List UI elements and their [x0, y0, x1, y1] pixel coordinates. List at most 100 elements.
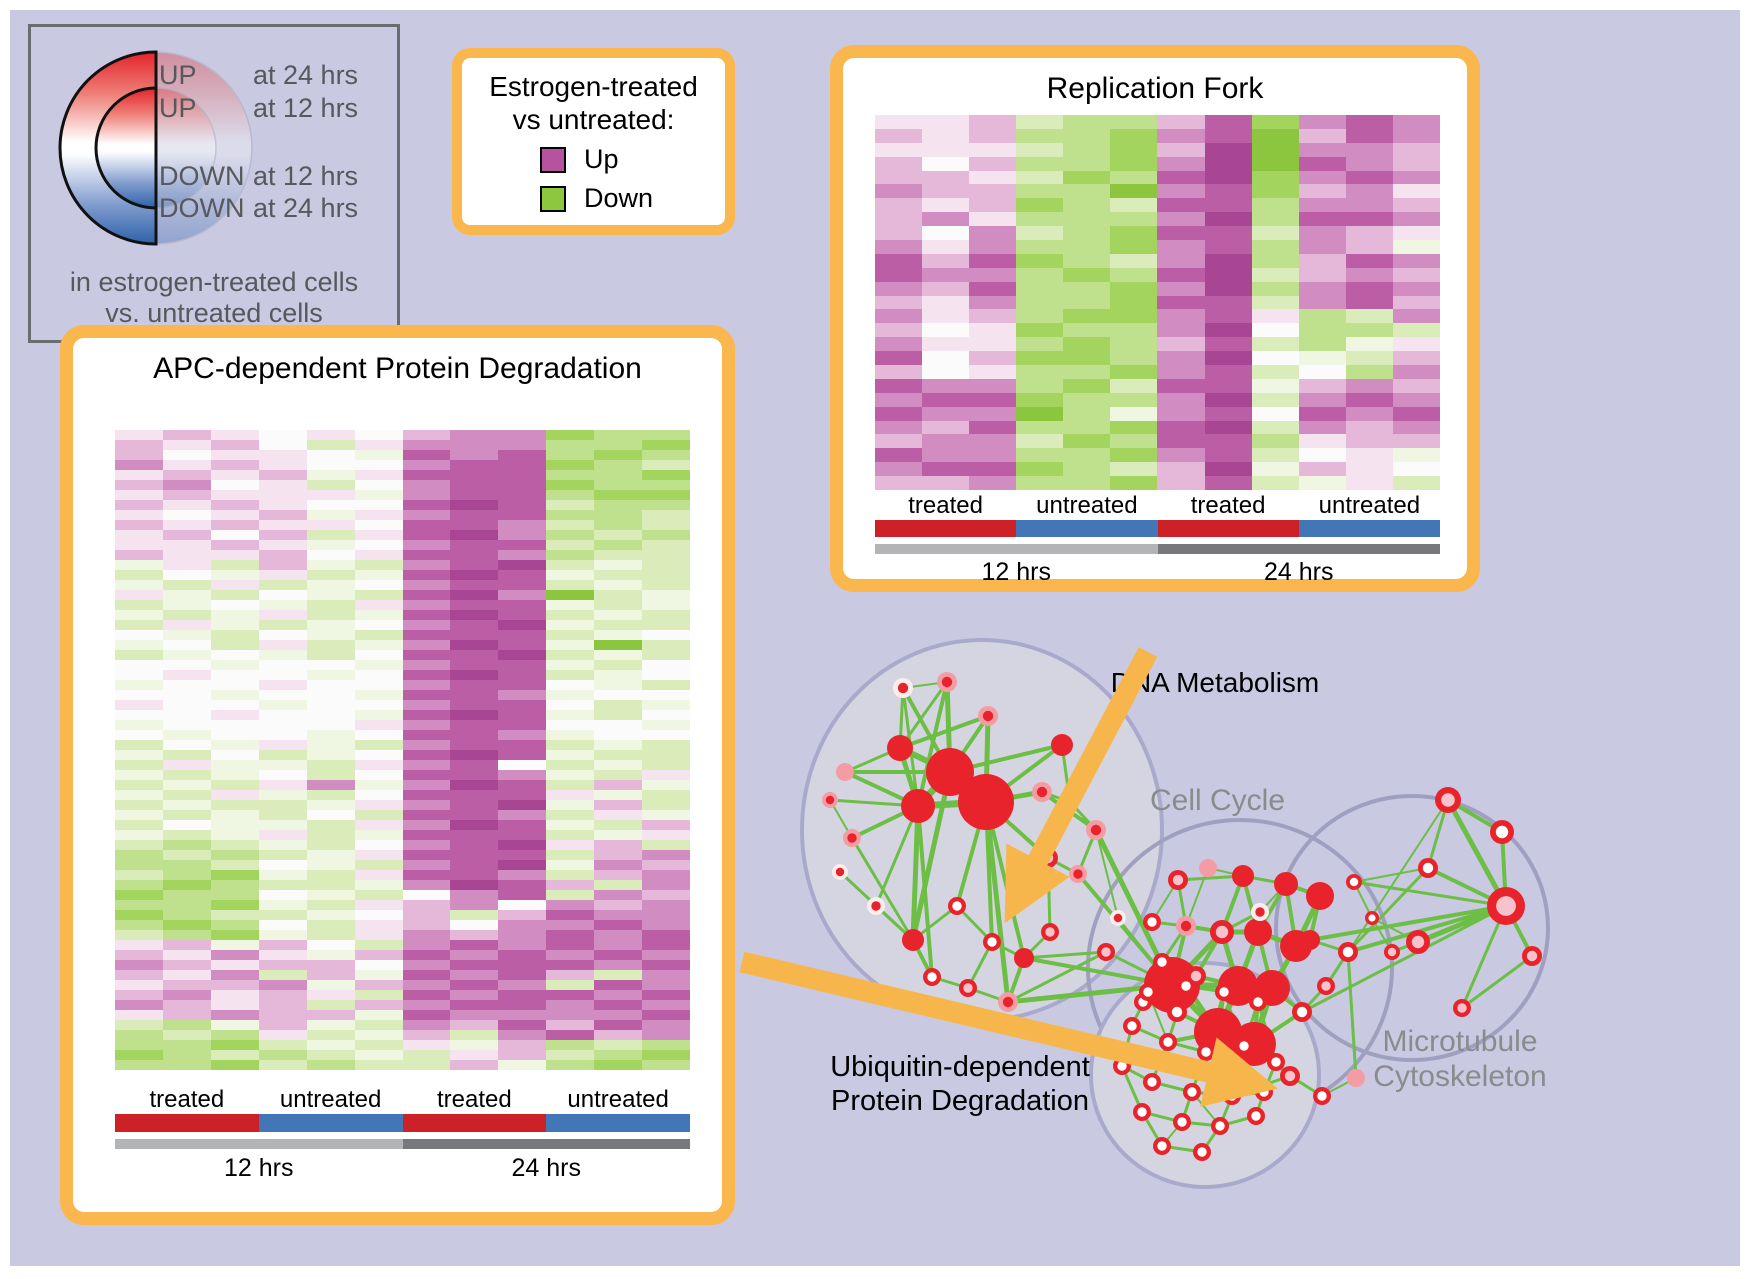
heatmap-row	[115, 870, 691, 880]
heatmap-row	[115, 1010, 691, 1020]
heatmap-row	[115, 480, 691, 490]
timepoint-direction-legend: UP at 24 hrs UP at 12 hrs DOWN at 12 hrs…	[28, 24, 400, 343]
heatmap-row	[115, 560, 691, 570]
estrogen-updown-legend: Estrogen-treated vs untreated: Up Down	[452, 48, 735, 235]
heatmap-row	[115, 1040, 691, 1050]
legend-caption-line2: vs. untreated cells	[105, 298, 323, 328]
heatmap-row	[875, 156, 1440, 171]
legend-down-12-dir: DOWN	[159, 161, 245, 191]
heatmap-row	[115, 540, 691, 550]
gene-node	[1300, 930, 1320, 950]
heatmap-row	[115, 990, 691, 1000]
heatmap-row	[875, 184, 1440, 199]
rf-time-colorbar	[875, 544, 1440, 554]
heatmap-row	[115, 640, 691, 650]
gene-node	[1306, 882, 1334, 910]
rf-condition-colorbar	[875, 520, 1440, 537]
apc-degradation-panel: APC-dependent Protein Degradation treate…	[60, 325, 735, 1225]
heatmap-row	[115, 750, 691, 760]
heatmap-row	[875, 267, 1440, 282]
replication-fork-heatmap	[875, 115, 1440, 491]
heatmap-row	[875, 462, 1440, 477]
heatmap-row	[875, 281, 1440, 296]
replication-fork-panel: Replication Fork treated untreated treat…	[830, 45, 1480, 592]
legend-down-24-time: at 24 hrs	[253, 193, 359, 223]
heatmap-row	[115, 1020, 691, 1030]
heatmap-row	[115, 510, 691, 520]
heatmap-row	[875, 406, 1440, 421]
heatmap-row	[875, 337, 1440, 352]
apc-title: APC-dependent Protein Degradation	[153, 352, 642, 385]
heatmap-row	[875, 365, 1440, 379]
heatmap-row	[115, 830, 691, 840]
heatmap-row	[875, 226, 1440, 241]
heatmap-row	[115, 720, 691, 730]
legend-up-12-time: at 12 hrs	[253, 93, 359, 123]
heatmap-row	[115, 470, 691, 480]
heatmap-row	[875, 142, 1440, 157]
heatmap-row	[115, 880, 691, 890]
heatmap-row	[115, 620, 691, 630]
heatmap-row	[875, 378, 1440, 393]
heatmap-row	[875, 198, 1440, 213]
heatmap-row	[115, 840, 691, 850]
apc-time-labels: 12 hrs 24 hrs	[224, 1154, 581, 1182]
apc-condition-colorbar	[115, 1114, 690, 1132]
heatmap-row	[115, 890, 691, 900]
heatmap-row	[115, 660, 691, 670]
network-graph	[800, 638, 1550, 1189]
apc-condition-labels: treated untreated treated untreated	[149, 1086, 669, 1113]
heatmap-row	[875, 420, 1440, 435]
heatmap-row	[115, 1050, 691, 1060]
heatmap-row	[115, 910, 691, 920]
heatmap-row	[115, 740, 691, 750]
apc-time-colorbar	[115, 1139, 690, 1149]
cluster-microtubule-cytoskeleton	[1274, 794, 1550, 1062]
gene-node	[902, 929, 924, 951]
heatmap-row	[115, 670, 691, 680]
gene-node	[1051, 734, 1073, 756]
cluster-label-ubiquitin: Ubiquitin-dependent Protein Degradation	[830, 1051, 1090, 1117]
heatmap-row	[115, 440, 691, 450]
rf-condition-labels: treated untreated treated untreated	[908, 492, 1421, 519]
heatmap-row	[115, 700, 691, 710]
heatmap-row	[875, 351, 1440, 366]
heatmap-row	[115, 610, 691, 620]
heatmap-row	[115, 960, 691, 970]
gene-node	[1244, 918, 1272, 946]
heatmap-row	[875, 212, 1440, 227]
heatmap-row	[875, 115, 1440, 129]
heatmap-row	[115, 520, 691, 530]
heatmap-row	[115, 680, 691, 690]
gene-node	[887, 735, 913, 761]
heatmap-row	[875, 309, 1440, 324]
legend-item-up: Up	[540, 144, 725, 175]
heatmap-row	[115, 950, 691, 960]
heatmap-row	[115, 550, 691, 560]
heatmap-row	[875, 448, 1440, 463]
legend-up-24-time: at 24 hrs	[253, 60, 359, 90]
concentric-circle-legend-icon	[58, 50, 253, 246]
heatmap-row	[115, 650, 691, 660]
heatmap-row	[115, 630, 691, 640]
heatmap-row	[115, 430, 691, 440]
estrogen-legend-title-line2: vs untreated:	[512, 104, 675, 135]
heatmap-row	[115, 940, 691, 950]
cluster-label-cell-cycle: Cell Cycle	[1149, 784, 1286, 817]
rf-time-labels: 12 hrs 24 hrs	[981, 558, 1334, 586]
heatmap-row	[115, 600, 691, 610]
heatmap-row	[875, 295, 1440, 310]
heatmap-row	[115, 770, 691, 780]
heatmap-row	[115, 730, 691, 740]
heatmap-row	[875, 323, 1440, 338]
heatmap-row	[115, 920, 691, 930]
heatmap-row	[115, 530, 691, 540]
heatmap-row	[875, 128, 1440, 143]
heatmap-row	[115, 1030, 691, 1040]
heatmap-row	[115, 860, 691, 870]
apc-heatmap	[115, 430, 691, 1070]
cluster-label-dna-metabolism: DNA Metabolism	[1110, 667, 1320, 698]
up-swatch-icon	[540, 146, 566, 173]
legend-up-12-dir: UP	[159, 93, 197, 123]
heatmap-row	[875, 170, 1440, 185]
